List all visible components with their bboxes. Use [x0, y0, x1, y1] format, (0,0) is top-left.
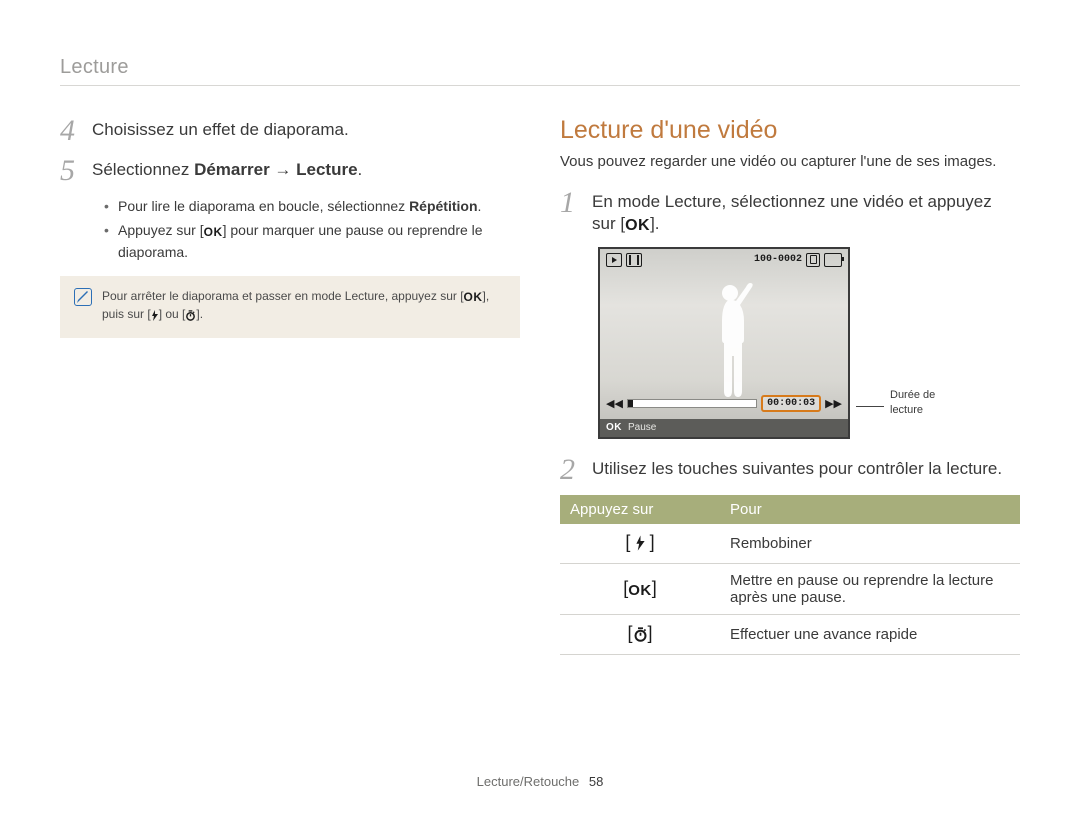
text: .	[358, 160, 363, 179]
text: Appuyez sur [	[118, 222, 204, 238]
key-cell: []	[560, 614, 720, 654]
desc-cell: Mettre en pause ou reprendre la lecture …	[720, 563, 1020, 614]
text-bold: Répétition	[409, 198, 477, 214]
key-cell: [ ]	[560, 524, 720, 564]
text: puis sur [	[102, 307, 151, 321]
table-row: [ ] Rembobiner	[560, 524, 1020, 564]
ok-icon: OK	[628, 582, 652, 599]
step-5-bullets: Pour lire le diaporama en boucle, sélect…	[104, 196, 520, 262]
file-counter: 100-0002	[754, 254, 802, 265]
page-header: Lecture	[60, 56, 1020, 86]
step-number: 1	[560, 188, 582, 218]
text: ] ou [	[159, 307, 186, 321]
section-title: Lecture d'une vidéo	[560, 116, 1020, 145]
progress-fill	[628, 400, 633, 407]
text: Durée de	[890, 389, 935, 401]
section-intro: Vous pouvez regarder une vidéo ou captur…	[560, 151, 1020, 172]
text: En mode Lecture, sélectionnez une vidéo …	[592, 192, 992, 211]
step-number: 5	[60, 156, 82, 186]
screen-top-left	[606, 253, 642, 267]
screen-illustration: 100-0002	[598, 247, 1020, 439]
controls-table: Appuyez sur Pour [ ] Rembobiner	[560, 495, 1020, 655]
table-header: Pour	[720, 495, 1020, 524]
screen-top-right: 100-0002	[754, 253, 842, 267]
text: ].	[650, 214, 659, 233]
progress-track	[627, 399, 757, 408]
table-header: Appuyez sur	[560, 495, 720, 524]
callout-caption: Durée de lecture	[890, 388, 944, 417]
timer-icon	[633, 627, 648, 646]
movie-icon	[626, 253, 642, 267]
playback-mode-icon	[606, 253, 622, 267]
left-column: 4 Choisissez un effet de diaporama. 5 Sé…	[60, 116, 520, 655]
page-number: 58	[589, 774, 603, 789]
ok-icon: OK	[204, 224, 223, 241]
page: Lecture 4 Choisissez un effet de diapora…	[0, 0, 1080, 815]
person-silhouette	[700, 281, 760, 401]
text: Pour arrêter le diaporama et passer en m…	[102, 289, 464, 303]
bracket: [	[625, 532, 630, 552]
footer-section: Lecture/Retouche	[477, 774, 580, 789]
step-text: Utilisez les touches suivantes pour cont…	[592, 455, 1002, 480]
note-box: Pour arrêter le diaporama et passer en m…	[60, 276, 520, 338]
note-text: Pour arrêter le diaporama et passer en m…	[102, 288, 489, 326]
bracket: ]	[650, 532, 655, 552]
bullet: Appuyez sur [OK] pour marquer une pause …	[104, 220, 520, 262]
columns: 4 Choisissez un effet de diaporama. 5 Sé…	[60, 116, 1020, 655]
callout-line	[856, 406, 884, 407]
rewind-icon: ◀◀	[606, 397, 623, 410]
battery-icon	[824, 253, 842, 267]
text: ],	[483, 289, 490, 303]
fastforward-icon: ▶▶	[825, 397, 842, 410]
flash-icon	[635, 535, 646, 555]
step-5: 5 Sélectionnez Démarrer → Lecture.	[60, 156, 520, 186]
step-text: En mode Lecture, sélectionnez une vidéo …	[592, 188, 992, 237]
ok-icon: OK	[464, 289, 483, 306]
memory-icon	[806, 253, 820, 267]
step-2: 2 Utilisez les touches suivantes pour co…	[560, 455, 1020, 485]
ok-icon: OK	[606, 422, 622, 433]
step-number: 2	[560, 455, 582, 485]
right-column: Lecture d'une vidéo Vous pouvez regarder…	[560, 116, 1020, 655]
step-number: 4	[60, 116, 82, 146]
timer-icon	[185, 309, 196, 326]
table-header-row: Appuyez sur Pour	[560, 495, 1020, 524]
text-bold: Démarrer → Lecture	[194, 160, 357, 179]
screen-topbar: 100-0002	[606, 253, 842, 267]
note-icon	[74, 288, 92, 306]
table-row: [OK] Mettre en pause ou reprendre la lec…	[560, 563, 1020, 614]
bracket: ]	[648, 623, 653, 643]
camera-screen: 100-0002	[598, 247, 850, 439]
table-row: [] Effectuer une avance rapide	[560, 614, 1020, 654]
progress-bar: ◀◀ 00:00:03 ▶▶	[606, 395, 842, 413]
text: .	[478, 198, 482, 214]
screen-bottom-bar: OK Pause	[600, 419, 848, 437]
text: sur [	[592, 214, 625, 233]
text: Sélectionnez	[92, 160, 194, 179]
step-4: 4 Choisissez un effet de diaporama.	[60, 116, 520, 146]
pause-label: Pause	[628, 422, 656, 433]
key-cell: [OK]	[560, 563, 720, 614]
step-1: 1 En mode Lecture, sélectionnez une vidé…	[560, 188, 1020, 237]
flash-icon	[151, 309, 159, 326]
time-badge: 00:00:03	[761, 395, 821, 412]
ok-icon: OK	[625, 216, 650, 237]
bracket: ]	[652, 578, 657, 598]
text: ].	[196, 307, 203, 321]
text: lecture	[890, 404, 923, 416]
desc-cell: Rembobiner	[720, 524, 1020, 564]
page-footer: Lecture/Retouche 58	[0, 774, 1080, 789]
step-text: Choisissez un effet de diaporama.	[92, 116, 349, 141]
desc-cell: Effectuer une avance rapide	[720, 614, 1020, 654]
step-text: Sélectionnez Démarrer → Lecture.	[92, 156, 362, 181]
bullet: Pour lire le diaporama en boucle, sélect…	[104, 196, 520, 216]
text: Pour lire le diaporama en boucle, sélect…	[118, 198, 409, 214]
